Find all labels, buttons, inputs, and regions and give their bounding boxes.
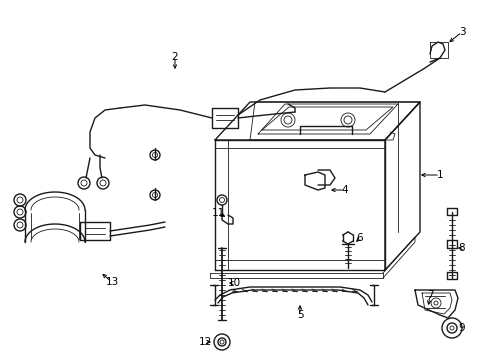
Text: 10: 10 <box>227 278 240 288</box>
Text: 12: 12 <box>198 337 211 347</box>
Text: 11: 11 <box>211 208 224 218</box>
Text: 1: 1 <box>436 170 443 180</box>
Text: 9: 9 <box>458 323 465 333</box>
Text: 4: 4 <box>341 185 347 195</box>
Text: 5: 5 <box>296 310 303 320</box>
Text: 6: 6 <box>356 233 363 243</box>
Text: 3: 3 <box>458 27 465 37</box>
Text: 2: 2 <box>171 52 178 62</box>
Text: 8: 8 <box>458 243 465 253</box>
Text: 7: 7 <box>426 290 432 300</box>
Text: 13: 13 <box>105 277 119 287</box>
